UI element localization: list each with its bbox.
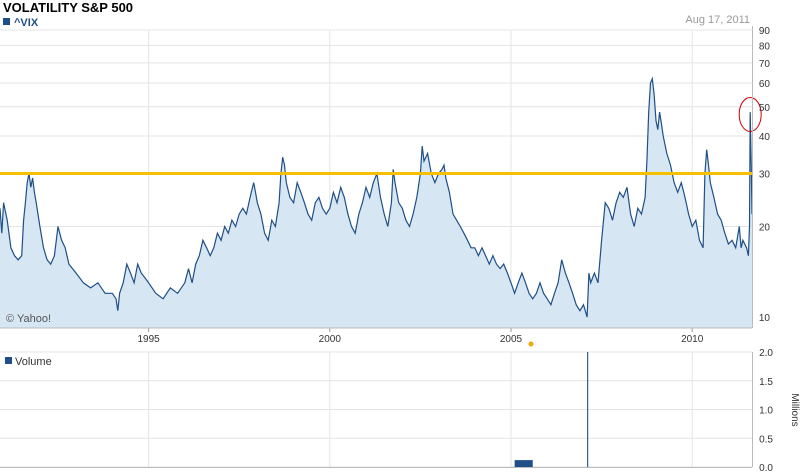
date-label: Aug 17, 2011 <box>685 14 750 26</box>
x-marker-dot <box>528 341 534 347</box>
volume-gridlines <box>0 351 752 468</box>
vix-legend-label: ^VIX <box>14 17 39 29</box>
vix-y-tick-label: 90 <box>759 26 771 37</box>
vix-x-tick-label: 1995 <box>137 334 160 345</box>
vix-x-tick-label: 2010 <box>681 334 704 345</box>
volume-legend-swatch <box>5 357 12 364</box>
vix-series-line <box>0 76 753 318</box>
vix-x-axis: 1995 2000 2005 2010 <box>137 328 704 345</box>
vix-x-tick-label: 2000 <box>319 334 342 345</box>
vix-y-tick-label: 50 <box>759 103 771 114</box>
chart-title: VOLATILITY S&P 500 <box>3 0 133 15</box>
volume-y-tick-label: 0.0 <box>759 463 773 474</box>
volume-panel: Volume 0.0 0.5 1.0 1.5 2.0 Millions <box>0 348 800 474</box>
vix-legend-swatch <box>3 18 10 25</box>
vix-y-tick-label: 40 <box>759 132 771 143</box>
vix-y-tick-label: 70 <box>759 59 771 70</box>
volume-bar <box>514 460 533 467</box>
vix-y-tick-label: 60 <box>759 79 771 90</box>
volume-y-tick-label: 0.5 <box>759 434 773 445</box>
vix-x-tick-label: 2005 <box>500 334 523 345</box>
volume-y-tick-label: 1.5 <box>759 377 773 388</box>
copyright-text: © Yahoo! <box>6 313 51 325</box>
vix-area-fill <box>0 78 752 328</box>
vix-y-tick-label: 30 <box>759 170 771 181</box>
volume-bars <box>514 352 589 467</box>
vix-panel: ^VIX 10 20 30 40 50 60 70 80 90 1995 2000 2005 2010… <box>0 17 770 347</box>
volume-y-axis: 0.0 0.5 1.0 1.5 2.0 <box>759 348 773 474</box>
volume-bar <box>587 352 589 467</box>
vix-y-tick-label: 20 <box>759 223 771 234</box>
volume-y-tick-label: 2.0 <box>759 348 773 359</box>
volume-axis-label: Millions <box>789 393 800 426</box>
vix-y-tick-label: 10 <box>759 313 771 324</box>
volume-y-tick-label: 1.0 <box>759 406 773 417</box>
vix-y-tick-label: 80 <box>759 41 771 52</box>
volume-legend-label: Volume <box>15 356 52 368</box>
vix-y-axis: 10 20 30 40 50 60 70 80 90 <box>759 26 771 324</box>
annotation-circle <box>738 96 762 132</box>
